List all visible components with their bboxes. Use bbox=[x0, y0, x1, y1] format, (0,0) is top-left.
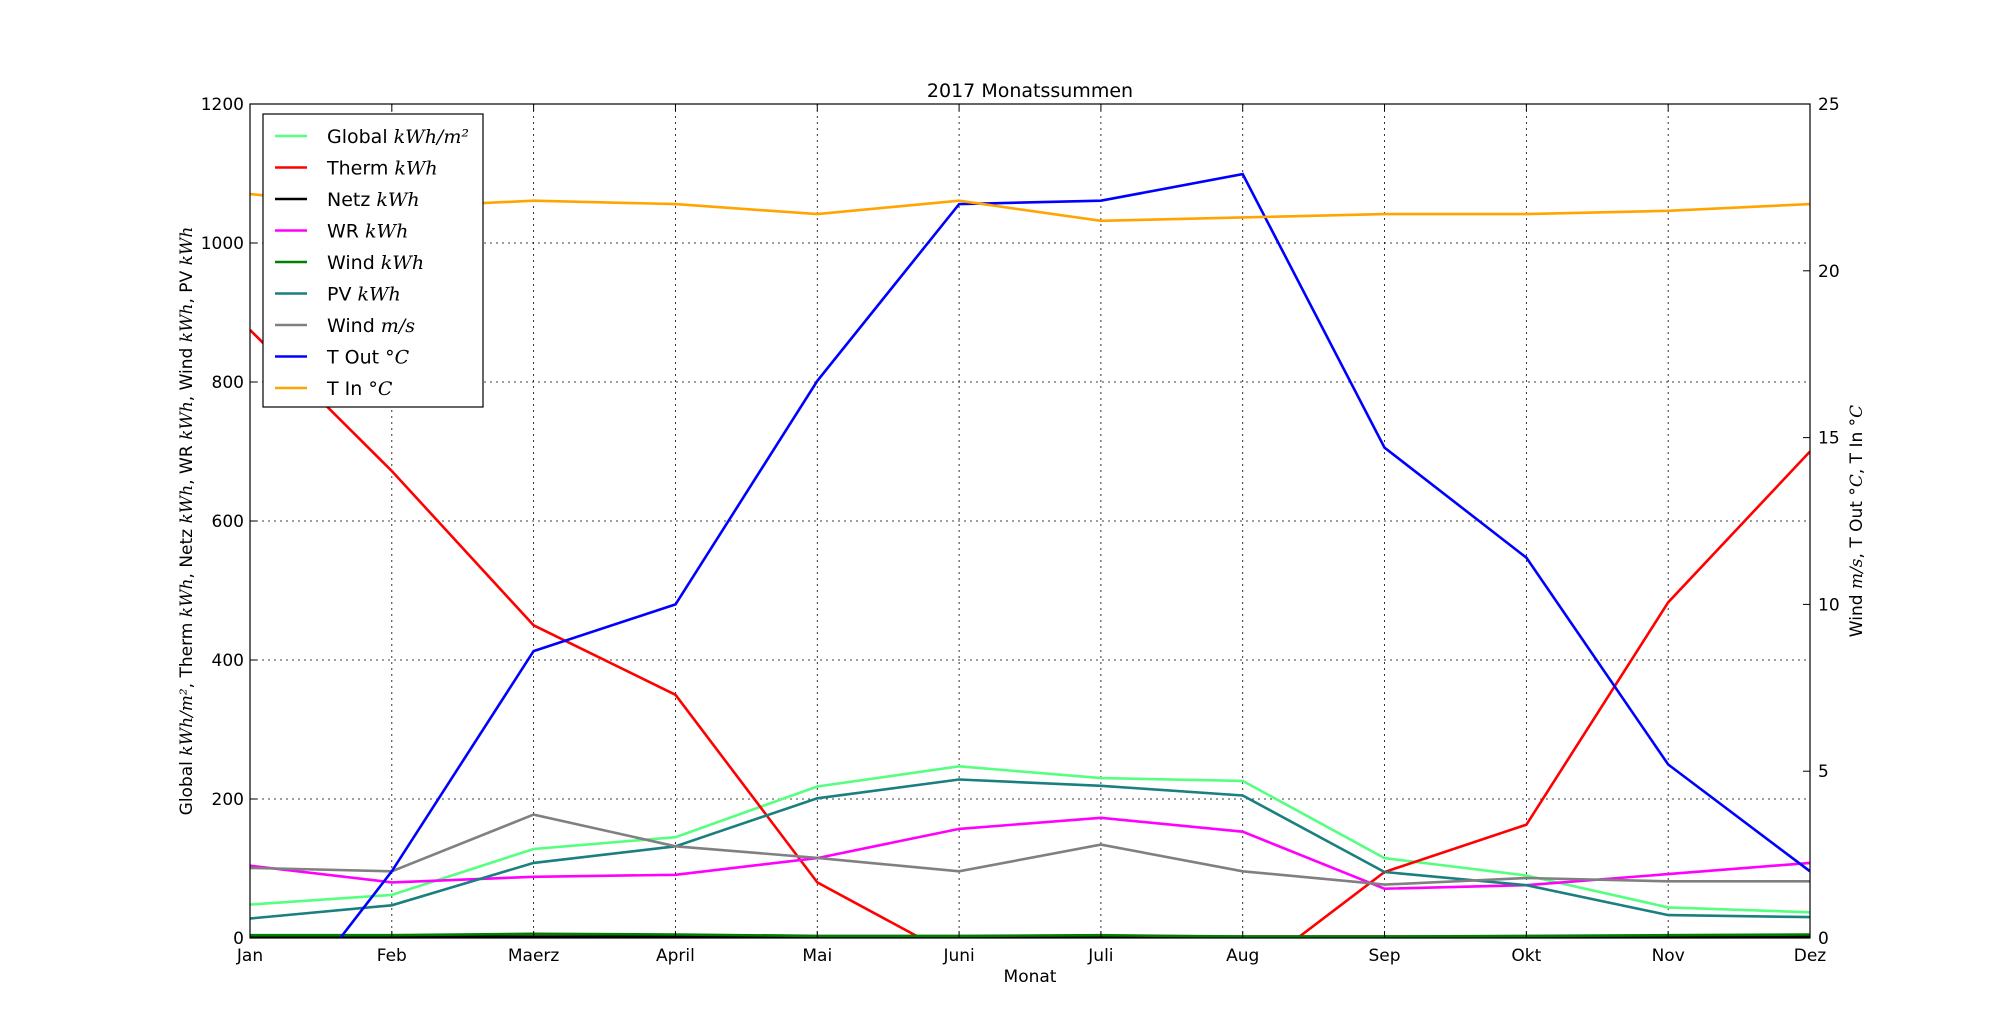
axis-label-separator: , bbox=[177, 568, 197, 579]
axis-label-separator: , bbox=[177, 390, 197, 401]
legend-entry-name: Global bbox=[327, 126, 394, 148]
legend-entry-name: Wind bbox=[327, 315, 381, 337]
legend-entry: PV kWh bbox=[327, 284, 401, 306]
y-tick-label-left: 600 bbox=[212, 512, 244, 532]
axis-label-unit: kWh bbox=[177, 304, 197, 343]
y-tick-label-right: 20 bbox=[1818, 262, 1840, 282]
x-tick-label: Juni bbox=[942, 946, 974, 966]
legend-entry-unit: °C bbox=[385, 347, 410, 369]
legend-entry: Global kWh/m² bbox=[327, 126, 469, 148]
axis-label-name: PV bbox=[177, 265, 197, 292]
legend-entry-name: T In bbox=[326, 378, 368, 400]
series-line-therm-kwh bbox=[250, 328, 1810, 938]
axis-label-name: WR bbox=[177, 440, 197, 474]
x-tick-label: Mai bbox=[802, 946, 832, 966]
legend-entry: T Out °C bbox=[326, 347, 410, 369]
y-axis-label-right: Wind m/s, T Out °C, T In °C bbox=[1847, 405, 1867, 637]
series-line-t-out-c bbox=[338, 172, 1810, 938]
legend-entry: Therm kWh bbox=[326, 158, 438, 180]
y-tick-label-left: 0 bbox=[233, 929, 244, 949]
legend-entry: Wind kWh bbox=[327, 252, 424, 274]
series-line-wr-kwh bbox=[250, 816, 1810, 891]
legend-entry-unit: kWh/m² bbox=[394, 126, 469, 148]
axis-label-name: Wind bbox=[177, 342, 197, 390]
y-tick-label-right: 15 bbox=[1818, 429, 1840, 449]
legend-entry-name: Wind bbox=[327, 252, 381, 274]
axis-ticks: Jan Feb Maerz April Mai Juni Juli Aug Sep Okt Nov D… bbox=[201, 95, 1840, 966]
axis-label-name: Netz bbox=[177, 524, 197, 568]
x-tick-label: Nov bbox=[1652, 946, 1685, 966]
y-axis-label-left: Global kWh/m², Therm kWh, Netz kWh, WR k… bbox=[177, 227, 197, 816]
legend-entry-unit: kWh bbox=[381, 252, 424, 274]
legend-entry-unit: m/s bbox=[381, 315, 415, 337]
x-tick-label: Feb bbox=[377, 946, 407, 966]
x-tick-label: Okt bbox=[1511, 946, 1541, 966]
axis-label-unit: kWh/m² bbox=[177, 688, 197, 756]
y-tick-label-right: 25 bbox=[1818, 95, 1840, 115]
chart-title: 2017 Monatssummen bbox=[927, 80, 1133, 102]
y-tick-label-left: 400 bbox=[212, 651, 244, 671]
axis-label-unit: °C bbox=[1847, 405, 1867, 427]
legend-entry-name: WR bbox=[327, 221, 365, 243]
axis-label-separator: , bbox=[1847, 548, 1867, 559]
axis-label-unit: kWh bbox=[177, 401, 197, 440]
x-axis-label: Monat bbox=[1004, 967, 1057, 987]
legend-entry-name: Therm bbox=[326, 158, 394, 180]
legend-box bbox=[262, 113, 484, 408]
y-tick-label-left: 200 bbox=[212, 790, 244, 810]
series-lines bbox=[250, 172, 1810, 938]
x-tick-label: Jan bbox=[236, 946, 263, 966]
axis-label-name: T In bbox=[1847, 426, 1867, 464]
series-line-t-in-c bbox=[250, 192, 1810, 223]
axis-label-name: Wind bbox=[1847, 589, 1867, 637]
legend-entry-unit: kWh bbox=[365, 221, 408, 243]
legend-entry-name: Netz bbox=[327, 189, 376, 211]
axis-label-separator: , bbox=[177, 293, 197, 304]
legend-entry-name: T Out bbox=[326, 347, 385, 369]
axis-label-unit: kWh bbox=[177, 578, 197, 617]
series-line-pv-kwh bbox=[250, 778, 1810, 920]
series-line-wind-kwh bbox=[250, 932, 1810, 938]
y-tick-label-left: 800 bbox=[212, 373, 244, 393]
y-tick-label-left: 1000 bbox=[201, 234, 244, 254]
axis-label-separator: , bbox=[177, 474, 197, 485]
legend-entry: Wind m/s bbox=[327, 315, 415, 337]
series-line-wind-m-s bbox=[250, 813, 1810, 886]
x-tick-label: Juli bbox=[1087, 946, 1113, 966]
y-tick-label-right: 10 bbox=[1818, 595, 1840, 615]
axis-label-name: Global bbox=[177, 756, 197, 816]
x-tick-label: Aug bbox=[1226, 946, 1259, 966]
axis-label-name: Therm bbox=[177, 617, 197, 678]
legend-entry-name: PV bbox=[327, 284, 358, 306]
legend-entry-unit: kWh bbox=[376, 189, 419, 211]
y-tick-label-left: 1200 bbox=[201, 95, 244, 115]
axis-label-unit: kWh bbox=[177, 227, 197, 266]
grid-lines bbox=[250, 104, 1810, 938]
x-tick-label: Sep bbox=[1369, 946, 1401, 966]
axis-label-separator: , bbox=[177, 678, 197, 689]
legend-entry-unit: °C bbox=[368, 378, 393, 400]
series-line-global-kwh-m bbox=[250, 764, 1810, 914]
legend-entry-unit: kWh bbox=[358, 284, 401, 306]
axis-label-unit: kWh bbox=[177, 485, 197, 524]
y-tick-label-right: 0 bbox=[1818, 929, 1829, 949]
x-tick-label: April bbox=[656, 946, 695, 966]
x-tick-label: Maerz bbox=[508, 946, 560, 966]
axis-label-unit: m/s bbox=[1847, 558, 1867, 589]
axis-label-unit: °C bbox=[1847, 474, 1867, 496]
axis-label-name: T Out bbox=[1847, 496, 1867, 549]
x-tick-label: Dez bbox=[1794, 946, 1827, 966]
y-tick-label-right: 5 bbox=[1818, 762, 1829, 782]
legend-entry: T In °C bbox=[326, 378, 393, 400]
legend-entry: Netz kWh bbox=[327, 189, 420, 211]
axis-label-separator: , bbox=[1847, 463, 1867, 474]
legend-entry-unit: kWh bbox=[394, 158, 437, 180]
legend-entry: WR kWh bbox=[327, 221, 408, 243]
